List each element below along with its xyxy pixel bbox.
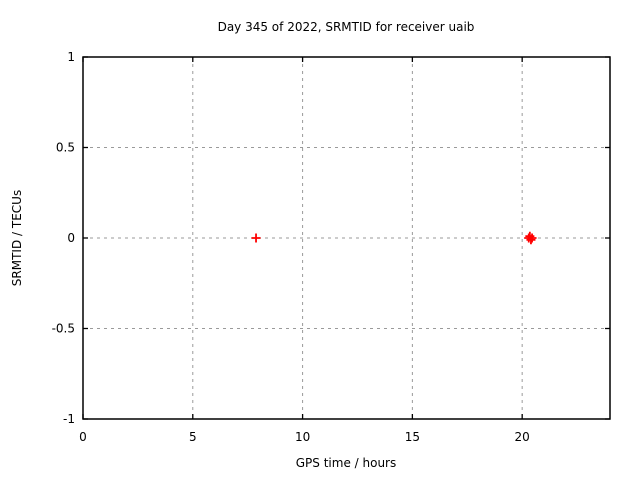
x-tick-label: 0 [79,430,87,444]
x-tick-label: 15 [405,430,420,444]
data-point-marker [526,235,536,245]
y-tick-label: 0.5 [56,141,75,155]
tick-labels: 0 5 10 15 20 -1 -0.5 0 0.5 1 [52,50,530,444]
data-points [251,231,537,245]
chart-title: Day 345 of 2022, SRMTID for receiver uai… [218,20,475,34]
y-tick-label: 1 [67,50,75,64]
x-tick-label: 10 [295,430,310,444]
y-tick-label: -1 [63,412,75,426]
data-point-marker [527,233,537,243]
x-axis-label: GPS time / hours [296,456,397,470]
data-point-marker [251,233,261,243]
x-tick-label: 20 [515,430,530,444]
gridlines [83,57,610,419]
y-tick-label: 0 [67,231,75,245]
y-axis-label: SRMTID / TECUs [10,190,24,286]
y-tick-label: -0.5 [52,322,75,336]
x-tick-label: 5 [189,430,197,444]
axis-ticks [82,56,610,420]
